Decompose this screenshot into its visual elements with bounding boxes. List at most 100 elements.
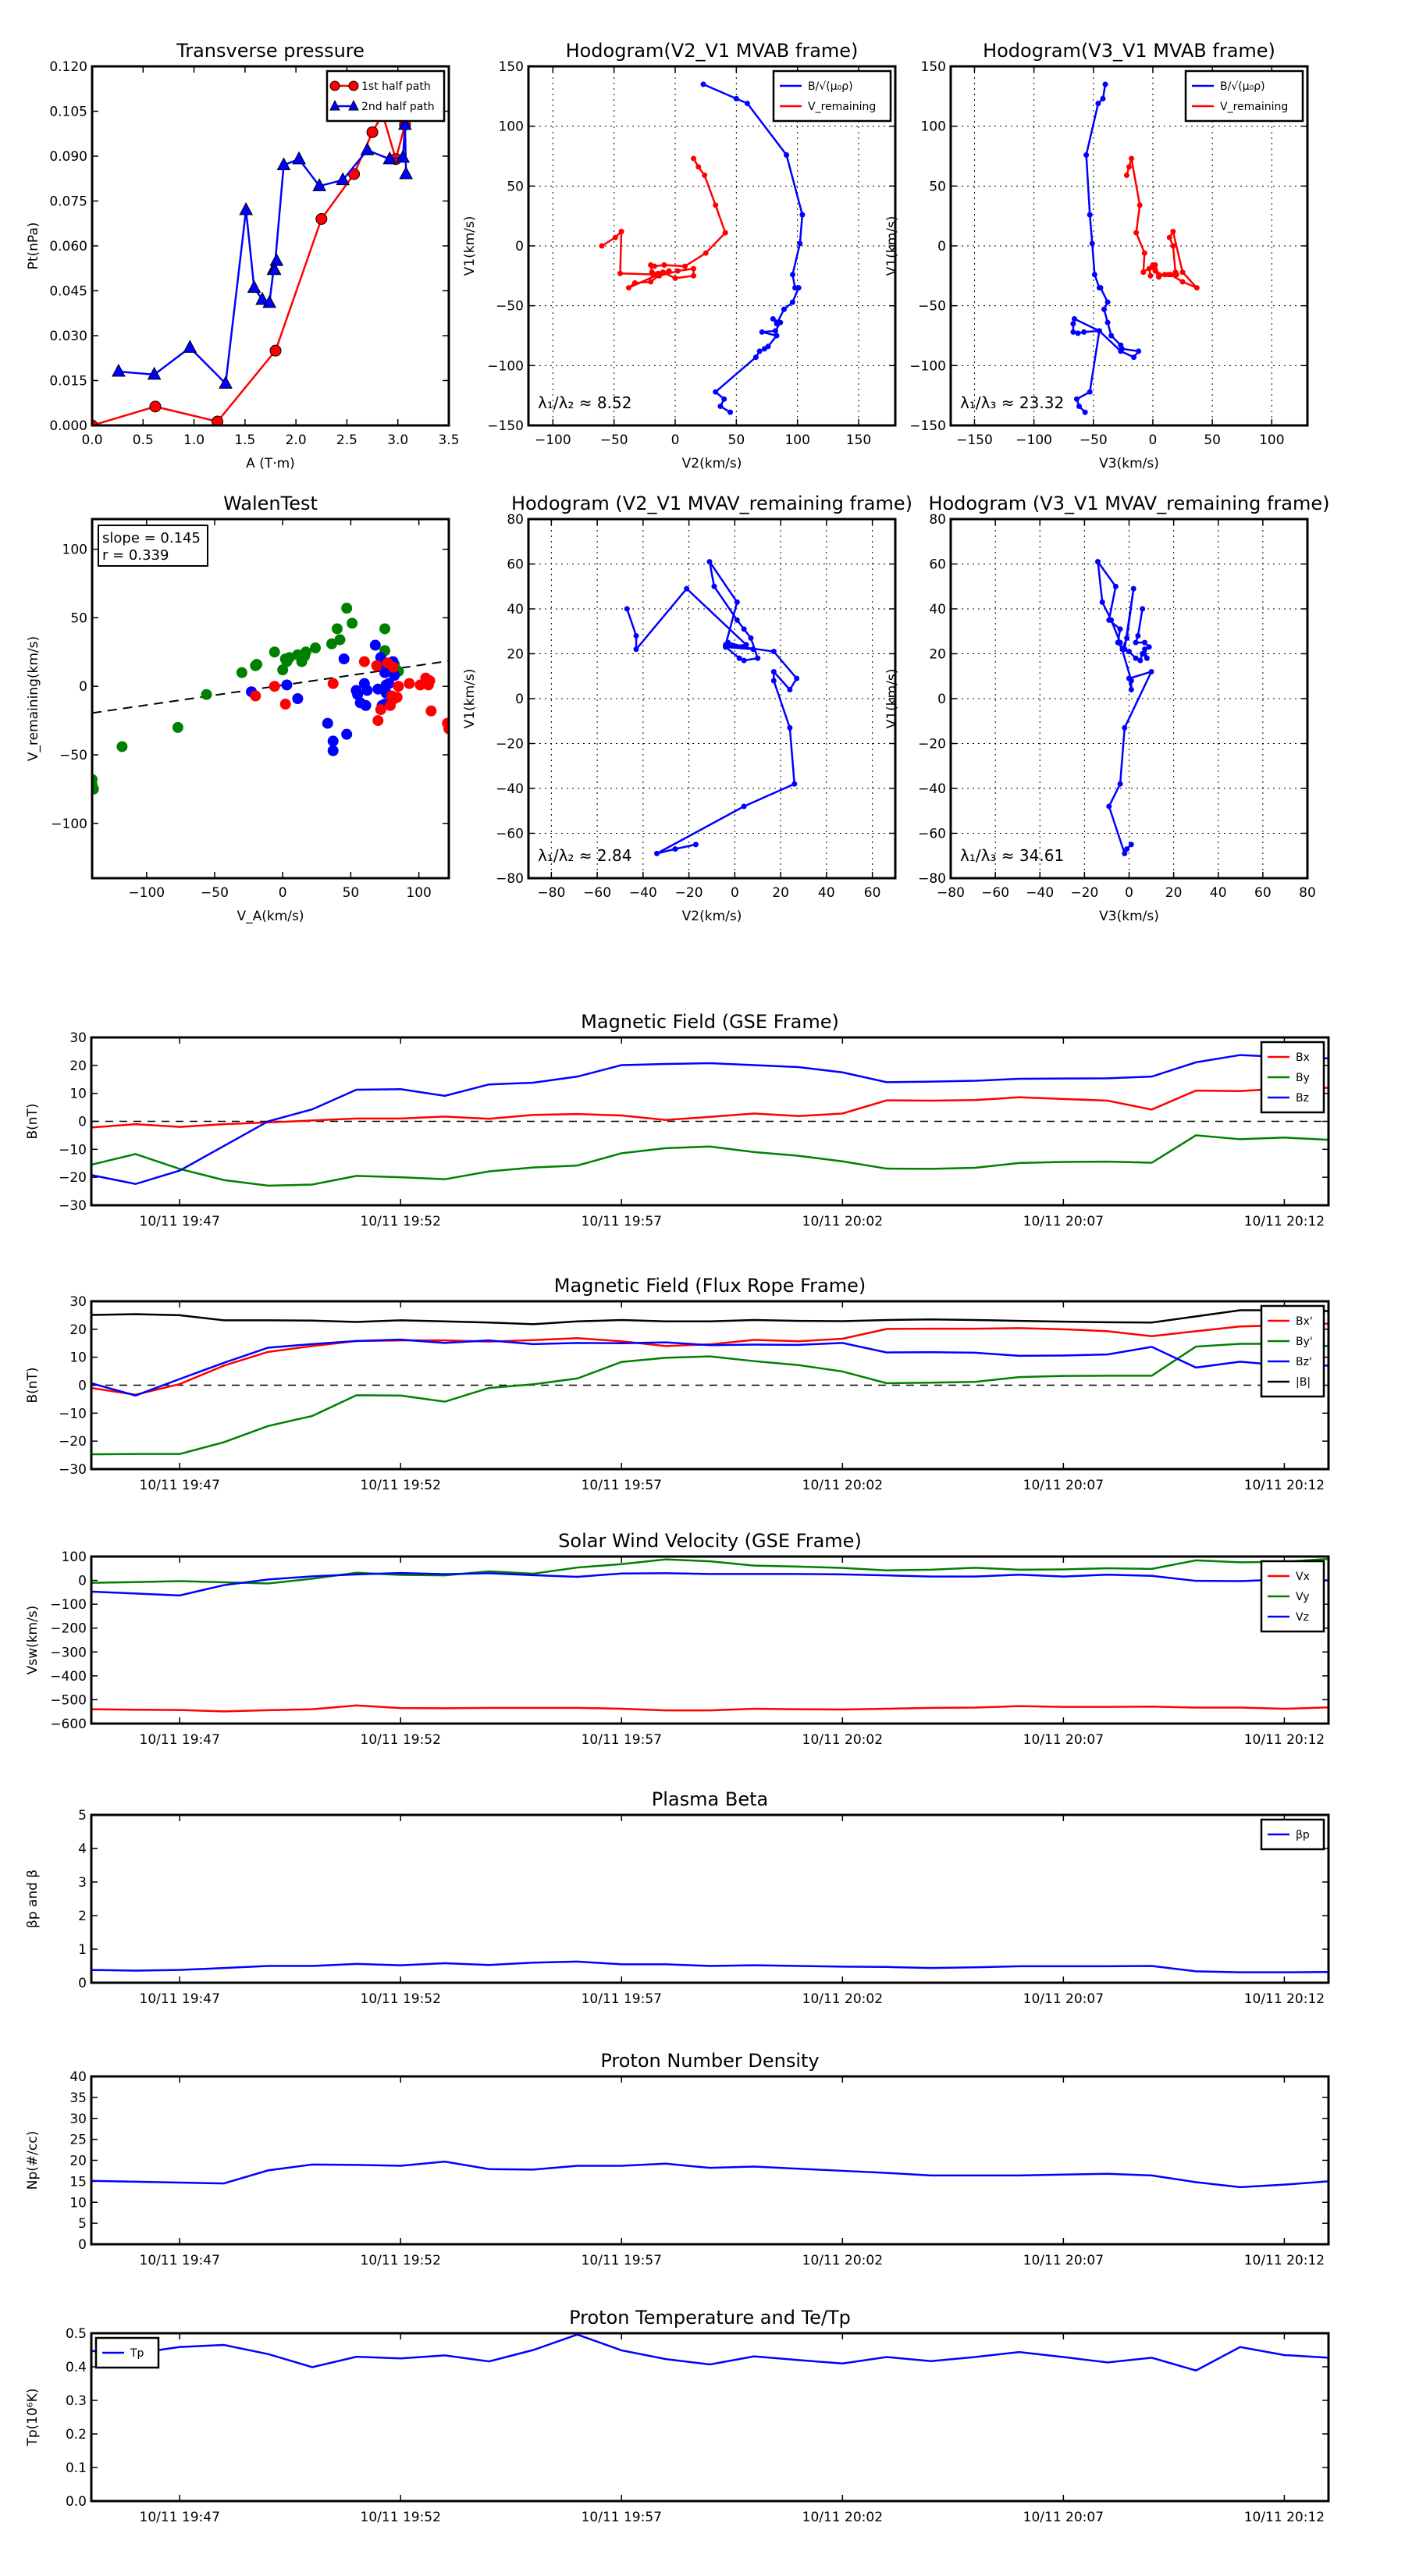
series-by--line: [91, 1343, 1329, 1456]
data-point: [1122, 850, 1128, 856]
chart-title: WalenTest: [223, 493, 318, 514]
y-tick-label: 20: [69, 1322, 87, 1338]
series-bx--line: [91, 1322, 1329, 1396]
data-point: [1118, 348, 1124, 354]
x-tick-label: −80: [937, 885, 965, 901]
data-point: [1097, 285, 1104, 291]
y-tick-label: 0.120: [49, 59, 87, 75]
data-point: [1117, 781, 1123, 787]
data-point: [650, 272, 656, 278]
data-point: [756, 348, 763, 354]
legend-marker: [348, 80, 359, 91]
plot-frame: [90, 2332, 1330, 2503]
data-point: [236, 667, 247, 678]
data-point: [781, 306, 787, 312]
data-point: [372, 683, 384, 695]
y-tick-label: −400: [50, 1669, 87, 1685]
x-tick-label: 10/11 19:57: [582, 2253, 662, 2268]
x-tick-label: 10/11 20:02: [802, 2253, 883, 2268]
plot-area: [91, 1054, 1329, 1187]
legend-label: By: [1296, 1072, 1310, 1084]
data-point: [391, 692, 403, 703]
data-point: [672, 275, 678, 281]
y-tick-label: 0.060: [49, 239, 87, 254]
chart-title: Proton Number Density: [600, 2050, 819, 2072]
x-tick-label: 20: [1165, 885, 1183, 901]
x-tick-label: 1.5: [234, 432, 255, 448]
x-tick-label: 10/11 20:07: [1023, 1214, 1104, 1229]
data-point: [1071, 316, 1077, 322]
legend-box: [325, 69, 446, 123]
chart-title: Hodogram(V2_V1 MVAB frame): [566, 40, 859, 62]
data-point: [1082, 409, 1088, 415]
y-tick-label: −50: [59, 748, 87, 763]
annotation-text: λ₁/λ₃ ≈ 23.32: [960, 393, 1064, 412]
data-point: [674, 268, 681, 274]
x-tick-label: 10/11 20:12: [1244, 1478, 1325, 1493]
plot-area: [91, 2333, 1329, 2372]
data-point: [389, 670, 400, 681]
data-point: [770, 669, 777, 674]
plot-area: [1095, 558, 1154, 856]
x-tick-label: −50: [1080, 432, 1108, 448]
y-tick-label: 30: [69, 2112, 87, 2127]
chart-vsw: Solar Wind Velocity (GSE Frame) −600 −500 −…: [25, 1530, 1330, 1748]
plot-frame: [90, 1813, 1330, 1984]
data-point: [1099, 599, 1105, 605]
x-tick-label: 100: [784, 432, 809, 448]
x-axis-label: V3(km/s): [1099, 456, 1159, 471]
y-axis-label: V1(km/s): [462, 216, 478, 276]
data-point: [799, 212, 806, 218]
data-point: [360, 699, 372, 711]
data-point: [172, 721, 183, 733]
x-tick-label: −80: [537, 885, 565, 901]
legend-label: 2nd half path: [361, 101, 435, 113]
chart-title: Hodogram (V2_V1 MVAV_remaining frame): [511, 493, 912, 514]
series-b--line: [702, 83, 804, 414]
data-point: [262, 294, 277, 308]
data-point: [1146, 644, 1152, 650]
series--b--line: [91, 1309, 1329, 1325]
data-point: [1123, 173, 1129, 179]
data-point: [1117, 626, 1123, 632]
y-tick-label: −40: [918, 781, 946, 797]
x-tick-label: 10/11 19:52: [361, 1991, 441, 2007]
data-point: [770, 678, 777, 684]
y-tick-label: −60: [496, 827, 524, 842]
y-tick-label: 80: [929, 512, 946, 528]
data-point: [1102, 81, 1108, 87]
data-point: [706, 559, 713, 565]
plot-area: [92, 603, 449, 795]
data-point: [1141, 250, 1147, 256]
x-tick-label: 10/11 19:47: [140, 2253, 220, 2268]
legend-label: 1st half path: [361, 80, 431, 93]
x-tick-label: 60: [1254, 885, 1272, 901]
data-point: [1128, 687, 1134, 692]
data-point: [322, 717, 333, 729]
data-point: [1166, 234, 1172, 240]
data-point: [787, 724, 793, 731]
data-point: [722, 229, 728, 236]
data-point: [325, 638, 337, 649]
data-point: [1129, 155, 1135, 162]
legend-box: [1260, 1304, 1325, 1398]
data-point: [770, 649, 777, 655]
data-point: [755, 655, 761, 661]
data-point: [269, 646, 280, 658]
data-point: [1172, 269, 1179, 276]
y-tick-label: 100: [921, 119, 946, 135]
x-tick-label: 100: [1259, 432, 1284, 448]
data-point: [741, 803, 747, 809]
x-tick-label: 10/11 20:07: [1023, 2510, 1104, 2525]
data-point: [149, 400, 162, 413]
data-point: [625, 285, 631, 291]
data-point: [341, 603, 353, 614]
data-point: [1076, 403, 1083, 409]
chart-hodo_v2v1_mvav: Hodogram (V2_V1 MVAV_remaining frame) −80…: [462, 493, 912, 924]
data-point: [1108, 333, 1115, 339]
data-point: [1070, 329, 1076, 335]
data-point: [1179, 269, 1186, 276]
data-point: [1122, 724, 1128, 731]
legend-box: [772, 69, 892, 123]
